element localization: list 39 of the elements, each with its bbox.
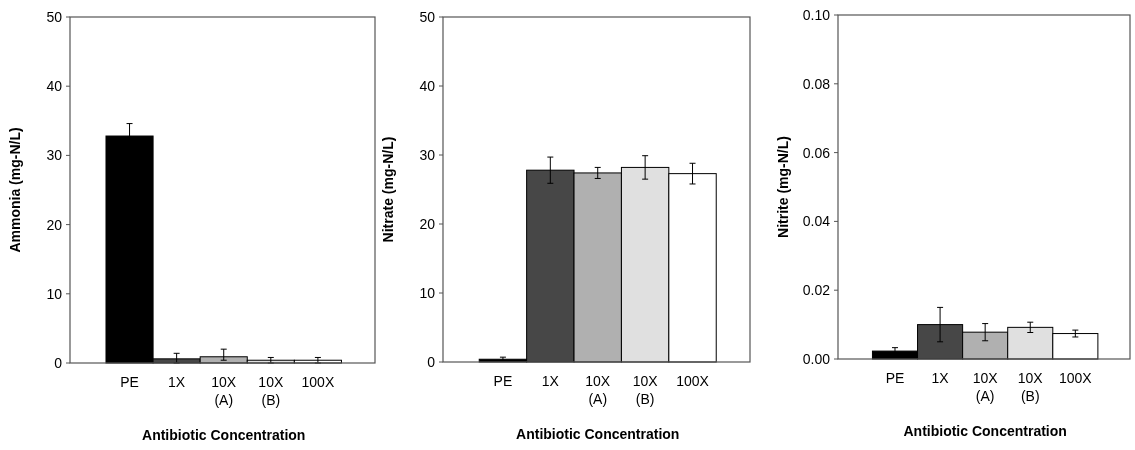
y-axis-title: Nitrite (mg-N/L) [775,136,791,238]
x-tick-label: 1X [931,370,950,386]
y-tick-label: 0.10 [802,6,831,23]
y-tick-label: 0 [427,353,436,370]
x-tick-label: PE [120,374,139,390]
x-axis-title: Antibiotic Concentration [903,423,1067,439]
x-axis-title: Antibiotic Concentration [516,426,680,442]
x-axis-title: Antibiotic Concentration [142,427,306,443]
y-tick-label: 0.06 [802,144,831,161]
x-tick-label: 10X (B) [632,373,659,407]
y-tick-label: 50 [46,8,63,25]
x-tick-label: 10X (A) [211,374,237,408]
y-tick-label: 0 [54,354,63,371]
y-tick-label: 10 [46,285,63,302]
x-tick-label: PE [493,373,513,389]
y-tick-label: 30 [419,146,436,163]
x-tick-label: PE [885,370,905,386]
y-tick-label: 0.00 [802,350,831,367]
y-tick-label: 20 [419,215,436,232]
x-tick-label: 10X (B) [1017,370,1044,404]
x-tick-label: 10X (A) [972,370,999,404]
y-tick-label: 40 [419,77,436,94]
x-tick-label: 100X [676,373,710,389]
x-tick-label: 1X [168,374,186,390]
x-tick-label: 100X [301,374,335,390]
y-tick-label: 20 [46,216,63,233]
x-tick-label: 10X (B) [258,374,284,408]
y-tick-label: 10 [419,284,436,301]
y-tick-label: 50 [419,8,436,25]
y-tick-label: 30 [46,147,63,164]
y-tick-label: 40 [46,78,63,95]
x-tick-label: 10X (A) [585,373,611,407]
x-tick-label: 100X [1058,370,1093,386]
x-tick-label: 1X [541,373,560,389]
y-tick-label: 0.08 [802,75,831,92]
y-tick-label: 0.02 [802,282,831,299]
y-axis-title: Nitrate (mg-N/L) [380,136,396,243]
y-tick-label: 0.04 [802,213,831,230]
y-axis-title: Ammonia (mg-N/L) [7,127,23,253]
